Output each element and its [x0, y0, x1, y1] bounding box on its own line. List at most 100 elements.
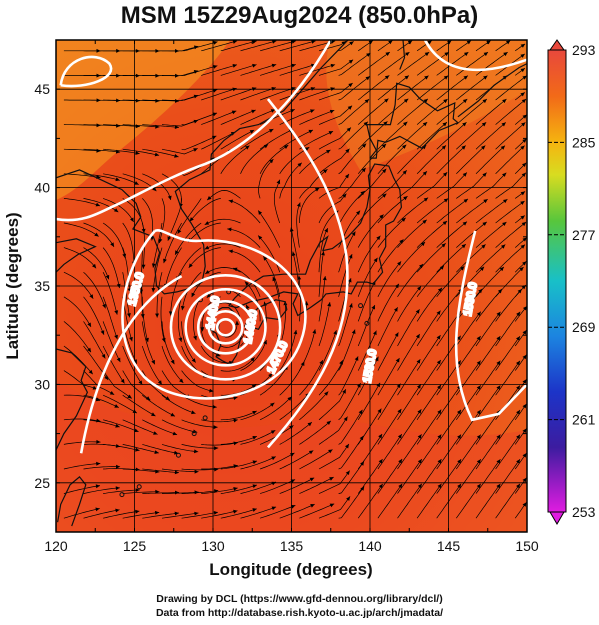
streamline-arrow: [415, 334, 420, 339]
streamline: [357, 382, 381, 420]
streamline: [397, 263, 424, 297]
streamline-arrow: [330, 63, 336, 68]
streamline-arrow: [291, 251, 296, 256]
streamline: [299, 87, 335, 101]
streamline-arrow: [319, 360, 323, 365]
x-tick-label: 140: [358, 538, 382, 554]
y-tick-label: 45: [34, 81, 50, 97]
streamline-arrow: [420, 241, 426, 247]
streamline-arrow: [213, 425, 218, 430]
streamline-arrow: [360, 191, 365, 196]
streamline: [436, 483, 462, 519]
streamline: [122, 99, 160, 102]
streamline: [377, 433, 403, 470]
streamline: [63, 370, 98, 390]
streamline-arrow: [271, 456, 276, 461]
streamline-arrow: [399, 239, 404, 244]
streamline-arrow: [522, 330, 527, 335]
streamline-arrow: [516, 336, 520, 341]
streamline-arrow: [441, 243, 446, 248]
streamline: [279, 300, 286, 347]
streamline-arrow: [252, 411, 257, 415]
streamline-arrow: [88, 369, 93, 375]
streamline: [122, 345, 143, 385]
streamline-arrow: [161, 337, 166, 343]
streamline: [397, 309, 420, 347]
streamline-arrow: [270, 109, 276, 113]
streamline: [338, 143, 367, 175]
streamline: [181, 321, 196, 363]
streamline-arrow: [152, 186, 157, 192]
streamline-arrow: [212, 304, 217, 309]
streamline: [416, 75, 449, 101]
streamline: [377, 75, 410, 101]
streamline-arrow: [373, 330, 377, 336]
credits-line-2: Data from http://database.rish.kyoto-u.a…: [155, 607, 444, 619]
streamline-arrow: [87, 347, 91, 353]
streamline-arrow: [374, 356, 379, 362]
streamline-arrow: [427, 40, 432, 45]
streamline: [260, 64, 296, 76]
streamline-arrow: [444, 52, 449, 57]
streamline-arrow: [415, 309, 420, 314]
streamline-arrow: [114, 404, 119, 408]
streamline: [475, 458, 501, 494]
streamline: [456, 459, 481, 494]
streamline: [279, 329, 297, 371]
streamline: [436, 243, 467, 273]
streamline-arrow: [271, 63, 277, 68]
streamline: [456, 288, 483, 322]
streamline: [240, 40, 277, 52]
streamline: [299, 130, 334, 150]
x-tick-label: 125: [123, 538, 147, 554]
streamline-arrow: [522, 453, 527, 458]
streamline-arrow: [213, 65, 218, 69]
streamline-arrow: [461, 244, 466, 249]
streamline-arrow: [228, 249, 233, 254]
streamline: [176, 247, 202, 281]
streamline-arrow: [422, 171, 427, 176]
streamline: [318, 416, 348, 445]
streamline-arrow: [441, 145, 446, 150]
streamline: [416, 243, 446, 273]
streamline-arrow: [293, 330, 298, 335]
streamline: [102, 222, 126, 259]
streamline: [181, 511, 219, 519]
streamline-arrow: [348, 254, 353, 259]
streamline-arrow: [462, 122, 467, 127]
streamline-arrow: [521, 122, 526, 127]
streamline: [357, 51, 391, 76]
streamline-arrow: [443, 198, 449, 203]
streamline: [495, 98, 527, 125]
contour-line: [121, 228, 307, 400]
streamline: [377, 170, 408, 199]
streamline-arrow: [194, 490, 199, 495]
streamline: [338, 356, 359, 396]
streamline-arrow: [250, 357, 255, 362]
streamline: [357, 168, 387, 199]
streamline: [220, 129, 255, 150]
streamline: [397, 458, 423, 494]
streamline: [122, 247, 131, 293]
streamline: [357, 280, 376, 322]
streamline-arrow: [522, 306, 527, 311]
streamline-arrow: [417, 434, 422, 439]
streamline-arrow: [129, 336, 133, 342]
streamline-arrow: [233, 509, 238, 514]
streamline-arrow: [378, 434, 383, 439]
streamline-arrow: [154, 450, 159, 454]
streamline: [142, 444, 179, 454]
streamline: [201, 64, 238, 76]
streamline-arrow: [482, 99, 487, 104]
streamline-arrow: [522, 114, 527, 119]
streamline: [416, 121, 448, 150]
streamline: [495, 266, 524, 298]
streamline-arrow: [436, 310, 441, 315]
streamline-arrow: [271, 506, 277, 511]
streamline: [475, 385, 501, 420]
cool-patch-ne: [326, 40, 527, 170]
streamline: [338, 52, 371, 76]
streamline: [240, 506, 277, 519]
streamline: [318, 251, 325, 297]
streamline: [279, 503, 315, 519]
